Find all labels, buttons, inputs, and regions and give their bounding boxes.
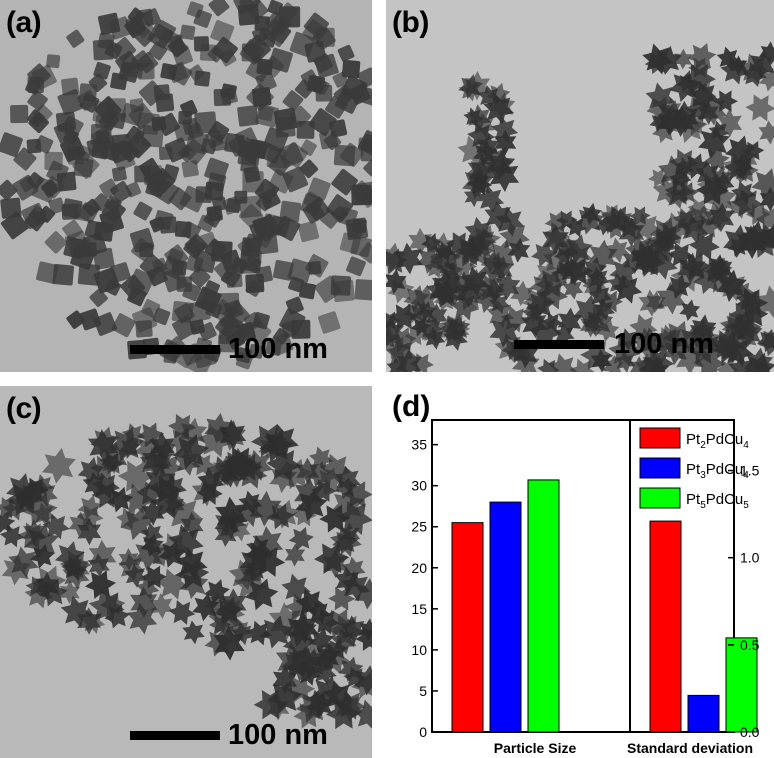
- bar-pt5pdcu5-particle-size: [527, 479, 560, 733]
- bar-pt3pdcu4-standard-deviation: [687, 694, 720, 733]
- legend-label: Pt3PdCu4: [686, 461, 749, 481]
- y-right-tick-label: 0.5: [740, 637, 760, 653]
- category-label: Standard deviation: [627, 740, 753, 756]
- y-left-tick-label: 30: [411, 478, 427, 494]
- bar-pt5pdcu5-standard-deviation: [725, 637, 758, 733]
- bar-pt2pdcu4-particle-size: [451, 522, 484, 733]
- bar-pt3pdcu4-particle-size: [489, 501, 522, 733]
- legend-label: Pt5PdCu5: [686, 491, 749, 511]
- y-right-tick-label: 1.5: [740, 463, 760, 479]
- y-right-tick-label: 1.0: [740, 550, 760, 566]
- nanoparticle-cluster: [0, 0, 372, 372]
- y-left-tick-label: 25: [411, 519, 427, 535]
- tem-micrograph-a: [0, 0, 372, 372]
- legend-swatch: [639, 457, 681, 479]
- y-left-tick-label: 15: [411, 601, 427, 617]
- tem-image-panel-c: (c) 100 nm: [0, 386, 372, 758]
- tem-micrograph-c: [0, 386, 372, 758]
- panel-label-a: (a): [6, 6, 42, 39]
- nanoparticle-cluster: [0, 412, 372, 731]
- scale-bar-label-b: 100 nm: [614, 328, 714, 360]
- legend-swatch: [639, 487, 681, 509]
- legend-label: Pt2PdCu4: [686, 431, 749, 451]
- tem-image-panel-b: (b) 100 nm: [386, 0, 774, 372]
- legend-swatch: [639, 427, 681, 449]
- scale-bar-b: [514, 340, 604, 349]
- panel-label-c: (c): [6, 392, 42, 425]
- y-left-tick-label: 35: [411, 437, 427, 453]
- chart-ticks: 0 5 10 15 20 25 30 35 0.0 0.5 1.0 1.5 Particle Size S…: [411, 437, 759, 756]
- chart-legend: Pt2PdCu4 Pt3PdCu4 Pt5PdCu5: [639, 427, 749, 511]
- bar-pt2pdcu4-standard-deviation: [649, 520, 682, 733]
- panel-label-b: (b): [392, 6, 429, 39]
- tem-micrograph-b: [386, 0, 774, 372]
- scale-bar-a: [130, 345, 220, 354]
- y-left-tick-label: 20: [411, 560, 427, 576]
- y-left-tick-label: 5: [419, 683, 427, 699]
- nanoparticle-cluster: [386, 41, 774, 372]
- scale-bar-label-a: 100 nm: [228, 333, 328, 365]
- y-right-tick-label: 0.0: [740, 724, 760, 740]
- tem-image-panel-a: (a) 100 nm: [0, 0, 372, 372]
- y-left-tick-label: 10: [411, 642, 427, 658]
- category-label: Particle Size: [494, 740, 577, 756]
- panel-label-d: (d): [392, 390, 430, 423]
- y-left-tick-label: 0: [419, 724, 427, 740]
- bar-chart-d: 0 5 10 15 20 25 30 35 0.0 0.5 1.0 1.5 Particle Size S…: [392, 390, 760, 756]
- chart-bars: [451, 479, 758, 733]
- scale-bar-label-c: 100 nm: [228, 719, 328, 751]
- scale-bar-c: [130, 731, 220, 740]
